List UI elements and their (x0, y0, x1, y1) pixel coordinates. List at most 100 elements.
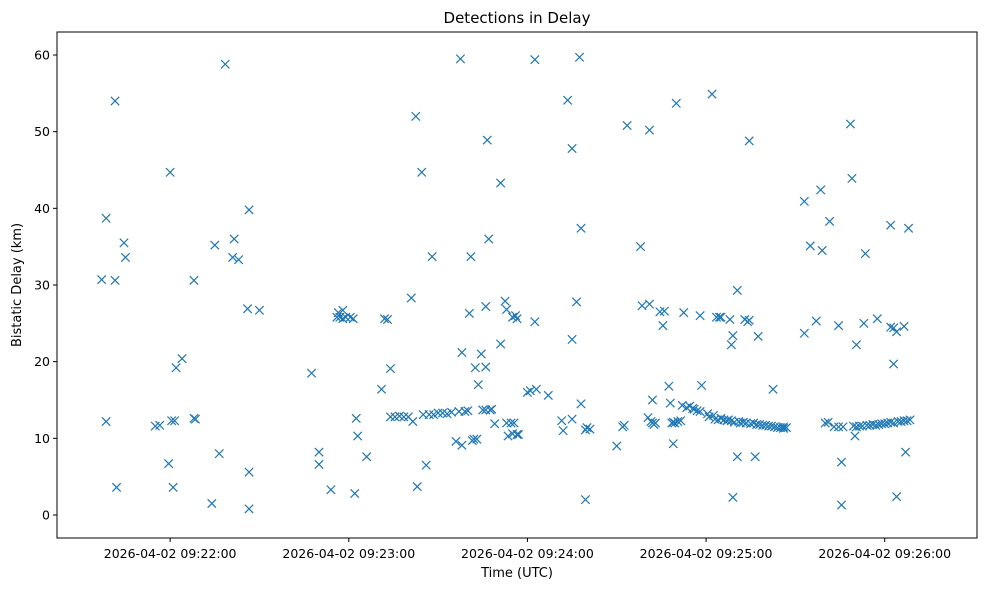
data-point-x-marker (738, 417, 748, 427)
data-point-x-marker (119, 238, 129, 248)
data-point-x-marker (348, 314, 358, 324)
data-point-x-marker (177, 353, 187, 364)
data-point-x-marker (412, 482, 422, 492)
data-point-x-marker (543, 390, 553, 401)
data-point-x-marker (530, 54, 540, 65)
data-point-x-marker (341, 312, 351, 322)
data-point-x-marker (451, 436, 461, 447)
data-point-x-marker (719, 415, 729, 425)
data-point-x-marker (350, 488, 360, 499)
data-point-x-marker (647, 395, 658, 405)
data-point-x-marker (829, 422, 839, 432)
data-point-x-marker (220, 59, 230, 69)
data-point-x-marker (500, 296, 510, 306)
data-point-x-marker (676, 416, 686, 426)
plot-area-frame (56, 31, 978, 539)
data-point-x-marker (470, 363, 480, 373)
data-point-x-marker (823, 417, 833, 427)
data-point-x-marker (580, 495, 591, 505)
data-point-x-marker (576, 399, 586, 409)
data-point-x-marker (482, 135, 492, 145)
data-point-x-marker (460, 406, 470, 417)
data-point-x-marker (824, 216, 835, 226)
data-point-x-marker (820, 418, 830, 428)
data-point-x-marker (695, 406, 705, 417)
data-point-x-marker (582, 422, 592, 433)
data-point-x-marker (427, 252, 437, 262)
data-point-x-marker (744, 315, 754, 325)
data-point-x-marker (851, 340, 862, 350)
data-point-x-marker (781, 422, 792, 433)
data-point-x-marker (778, 423, 789, 433)
data-point-x-marker (668, 439, 678, 449)
data-point-x-marker (622, 120, 632, 131)
x-tick-label: 2026-04-02 09:23:00 (282, 546, 415, 561)
data-point-x-marker (101, 416, 111, 427)
data-point-x-marker (424, 409, 434, 420)
data-point-x-marker (576, 223, 586, 233)
data-point-x-marker (433, 408, 443, 418)
data-point-x-marker (472, 434, 482, 444)
data-point-x-marker (111, 482, 122, 493)
data-point-x-marker (382, 314, 393, 325)
data-point-x-marker (338, 305, 348, 315)
data-point-x-marker (481, 301, 491, 312)
data-point-x-marker (496, 178, 506, 188)
data-point-x-marker (490, 419, 500, 429)
chart-title: Detections in Delay (444, 9, 591, 27)
data-point-x-marker (766, 421, 777, 431)
data-point-x-marker (673, 416, 683, 427)
data-point-x-marker (612, 441, 622, 451)
data-point-x-marker (659, 306, 670, 316)
data-point-x-marker (466, 252, 476, 262)
data-point-x-marker (469, 434, 479, 444)
data-point-x-marker (571, 297, 582, 307)
data-point-x-marker (512, 314, 522, 324)
data-point-x-marker (871, 420, 881, 430)
data-point-x-marker (836, 457, 847, 467)
data-point-x-marker (711, 312, 722, 322)
data-point-x-marker (585, 424, 595, 434)
data-point-x-marker (338, 314, 348, 324)
y-tick-label: 0 (42, 508, 50, 523)
data-point-x-marker (899, 321, 909, 332)
data-point-x-marker (749, 418, 759, 428)
data-point-x-marker (872, 314, 882, 324)
data-point-x-marker (728, 492, 738, 502)
y-tick-label: 20 (34, 354, 50, 369)
data-point-x-marker (242, 304, 253, 314)
data-point-x-marker (406, 293, 416, 303)
data-point-x-marker (847, 173, 857, 184)
data-point-x-marker (650, 418, 661, 428)
y-axis-label: Bistatic Delay (km) (10, 223, 25, 347)
data-point-x-marker (314, 447, 324, 457)
data-point-x-marker (110, 275, 120, 286)
data-point-x-marker (228, 252, 238, 263)
data-point-x-marker (886, 417, 896, 427)
data-point-x-marker (732, 285, 742, 295)
data-point-x-marker (164, 459, 174, 469)
data-point-x-marker (643, 413, 653, 423)
data-point-x-marker (854, 421, 865, 431)
data-point-x-marker (463, 406, 473, 416)
data-point-x-marker (522, 387, 533, 397)
data-point-x-marker (512, 429, 522, 440)
data-point-x-marker (207, 498, 217, 509)
data-point-x-marker (487, 404, 497, 414)
data-point-x-marker (726, 340, 736, 350)
y-tick-label: 30 (34, 278, 50, 293)
data-point-x-marker (567, 334, 577, 345)
data-point-x-marker (421, 460, 431, 470)
data-point-x-marker (845, 119, 856, 129)
x-axis: 2026-04-02 09:22:00 2026-04-02 09:23:00 20… (104, 538, 951, 561)
data-point-x-marker (501, 304, 512, 315)
data-point-x-marker (484, 234, 494, 244)
data-point-x-marker (886, 322, 896, 332)
data-point-x-marker (891, 491, 902, 502)
data-point-x-marker (385, 363, 396, 374)
data-point-x-marker (233, 255, 244, 265)
data-point-x-marker (314, 459, 324, 470)
data-point-x-marker (362, 452, 372, 462)
data-point-x-marker (509, 418, 519, 428)
data-point-x-marker (664, 381, 674, 391)
